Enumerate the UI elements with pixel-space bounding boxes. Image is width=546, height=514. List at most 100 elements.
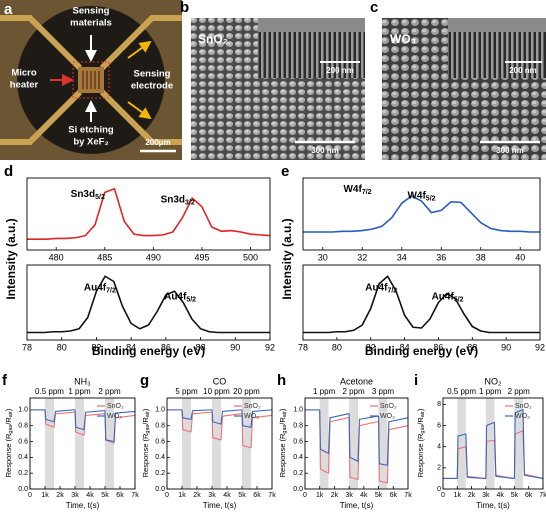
peak-label: Sn3d5/2: [71, 188, 105, 200]
annotation: materials: [70, 18, 112, 29]
x-tick-label: 90: [501, 342, 511, 352]
x-tick-label: 86: [433, 342, 443, 352]
legend-label: WO₃: [244, 413, 259, 420]
legend-label: SnO₂: [380, 403, 397, 410]
peak-label: Sn3d3/2: [161, 194, 195, 206]
panel-label: a: [4, 1, 13, 18]
y-axis-label-part: ): [278, 408, 287, 411]
panel-a: a Sensing materials Micro heater Sensing…: [0, 0, 182, 160]
y-axis-label-part: /R: [278, 417, 287, 425]
legend-label: WO₃: [515, 413, 530, 420]
concentration-label: 2 ppm: [508, 387, 531, 396]
x-tick-label: 88: [196, 342, 206, 352]
x-tick-label: 0: [441, 492, 445, 499]
x-tick-label: 4k: [360, 492, 368, 499]
y-tick-label: 6: [437, 422, 441, 429]
x-tick-label: 6k: [390, 492, 398, 499]
y-tick-label: 0.0: [18, 486, 28, 493]
y-axis-label-sub: air: [420, 411, 426, 417]
x-tick-label: 490: [146, 252, 161, 262]
x-tick-label: 84: [126, 342, 136, 352]
x-tick-label: 5k: [238, 492, 246, 499]
chart-title: NO₂: [485, 376, 503, 386]
y-axis-label-sub: gas: [145, 424, 151, 433]
y-tick-label: 0.6: [293, 438, 303, 445]
chart-title: CO: [213, 376, 227, 386]
y-axis-label: Intensity (a.u.): [4, 218, 18, 299]
peak-label-main: Au4f: [84, 282, 107, 293]
x-tick-label: 0: [165, 492, 169, 499]
x-tick-label: 500: [243, 252, 258, 262]
concentration-label: 0.5 ppm: [35, 387, 64, 396]
material-label: SnO₂: [198, 32, 228, 46]
plot-frame: [302, 264, 541, 341]
panel-label: f: [2, 372, 8, 389]
x-tick-label: 4k: [496, 492, 504, 499]
plot: 1 ppm 2 ppm 3 ppm 0 1k 2k 3k 4k 5k 6k 7k 0.0 0.2 0.4 0…: [277, 372, 412, 510]
peak-label-main: Au4f: [432, 291, 455, 302]
y-tick-label: 0.4: [18, 454, 28, 461]
exposure-band: [378, 398, 388, 489]
y-axis-label-sub: gas: [420, 424, 426, 433]
y-tick-label: 0.2: [293, 470, 303, 477]
y-tick-label: 0.8: [293, 423, 303, 430]
exposure-band: [485, 398, 495, 489]
panel-label: d: [4, 163, 13, 180]
x-tick-label: 5k: [375, 492, 383, 499]
y-axis-label-part: /R: [141, 417, 150, 425]
x-tick-label: 1k: [316, 492, 324, 499]
x-tick-label: 36: [436, 252, 446, 262]
y-axis-label-part: ): [4, 408, 13, 411]
exposure-band: [75, 398, 84, 489]
y-tick-label: 0.8: [155, 423, 165, 430]
series-line: [30, 409, 136, 443]
y-tick-label: 0: [437, 486, 441, 493]
y-tick-label: 1.0: [293, 407, 303, 414]
y-tick-label: 0.0: [293, 486, 303, 493]
concentration-label: 2 ppm: [98, 387, 121, 396]
peak-label-main: Au4f: [164, 291, 187, 302]
legend-label: WO₃: [107, 413, 122, 420]
peak-label-sub: 7/2: [362, 189, 372, 196]
scale-label: 200 nm: [509, 66, 537, 75]
x-tick-label: 0: [28, 492, 32, 499]
scale-label: 300 nm: [311, 146, 339, 155]
exposure-band: [242, 398, 251, 489]
y-axis-label-part: Response (R: [141, 433, 150, 477]
series-line: [27, 275, 270, 334]
peak-label-main: Sn3d: [161, 194, 185, 205]
series-line: [27, 188, 271, 240]
x-tick-label: 1k: [454, 492, 462, 499]
x-tick-label: 1k: [41, 492, 49, 499]
peak-label-sub: 5/2: [95, 194, 105, 201]
x-tick-label: 30: [318, 252, 328, 262]
y-tick-label: 2: [437, 465, 441, 472]
exposure-band: [105, 398, 114, 489]
y-axis-label-part: /R: [4, 417, 13, 425]
annotation: Sensing: [134, 69, 171, 80]
y-axis-label-sub: gas: [8, 424, 14, 433]
x-tick-label: 92: [265, 342, 275, 352]
x-tick-label: 2k: [331, 492, 339, 499]
peak-label: Au4f5/2: [432, 291, 464, 303]
exposure-band: [319, 398, 329, 489]
x-tick-label: 6k: [525, 492, 533, 499]
plot: 0.5 ppm 1 ppm 2 ppm 0 1k 2k 3k 4k 5k 6k 7k 0.0 0.2 0.…: [2, 372, 139, 510]
legend-label: WO₃: [380, 413, 395, 420]
scale-label: 300 nm: [496, 146, 524, 155]
y-tick-label: 4: [437, 444, 441, 451]
y-axis-label: Response (Rgas/Rair): [141, 408, 151, 477]
peak-label: Au4f7/2: [365, 282, 397, 294]
plot-frame: [26, 264, 271, 341]
x-tick-label: 1k: [178, 492, 186, 499]
plot-frame: [29, 397, 136, 490]
series-line: [167, 409, 273, 428]
concentration-label: 0.5 ppm: [447, 387, 476, 396]
x-tick-label: 480: [49, 252, 64, 262]
y-axis-label-part: ): [416, 408, 425, 411]
